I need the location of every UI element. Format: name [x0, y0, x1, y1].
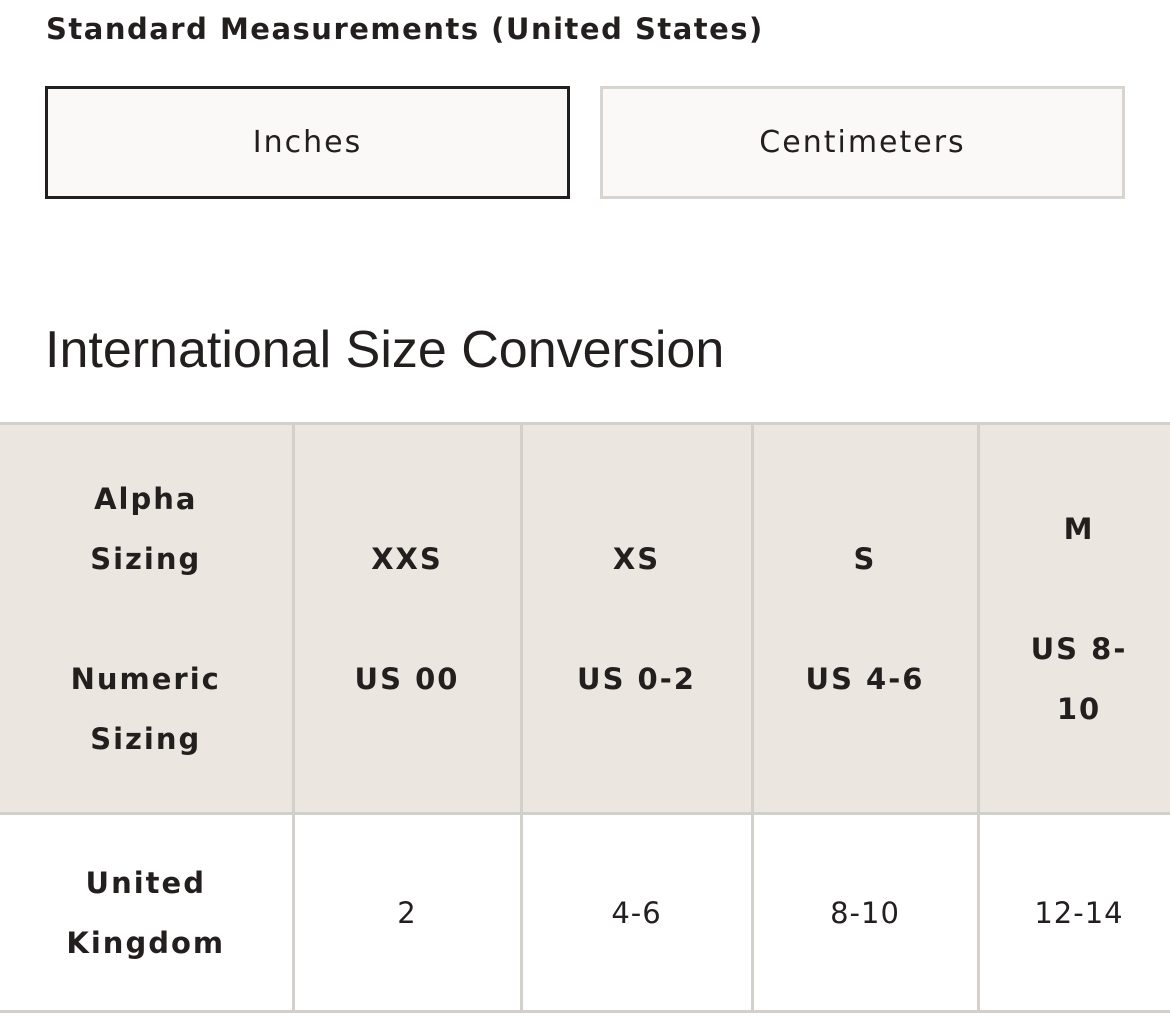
- numeric-size: US 0-2: [577, 661, 696, 696]
- numeric-sizing-label: Numeric Sizing: [70, 661, 221, 756]
- header-cell: M US 8-10: [976, 422, 1170, 815]
- header-cell: XXS US 00: [291, 422, 523, 815]
- header-cell: XS US 0-2: [519, 422, 754, 815]
- alpha-size: XS: [612, 541, 661, 576]
- inches-button[interactable]: Inches: [45, 86, 570, 199]
- size-conversion-table: Alpha Sizing Numeric Sizing XXS US 00 XS…: [0, 422, 1170, 1022]
- row-label-text: United Kingdom: [66, 865, 226, 960]
- numeric-size: US 4-6: [805, 661, 925, 696]
- conversion-heading: International Size Conversion: [45, 321, 725, 379]
- header-cell: S US 4-6: [750, 422, 980, 815]
- section-title: Standard Measurements (United States): [46, 12, 764, 46]
- alpha-size: S: [853, 541, 877, 576]
- numeric-size: US 00: [354, 661, 460, 696]
- centimeters-button[interactable]: Centimeters: [600, 86, 1125, 199]
- numeric-size: US 8-10: [1030, 631, 1128, 726]
- header-label-cell: Alpha Sizing Numeric Sizing: [0, 422, 295, 815]
- table-cell: 2: [291, 812, 523, 1013]
- table-cell: 12-14: [976, 812, 1170, 1013]
- row-label: United Kingdom: [0, 812, 295, 1013]
- table-row: United Kingdom 2 4-6 8-10 12-14: [0, 812, 1170, 1013]
- alpha-size: M: [1063, 511, 1095, 546]
- table-header-row: Alpha Sizing Numeric Sizing XXS US 00 XS…: [0, 422, 1170, 815]
- alpha-size: XXS: [371, 541, 443, 576]
- table-cell: 4-6: [519, 812, 754, 1013]
- table-cell: 8-10: [750, 812, 980, 1013]
- alpha-sizing-label: Alpha Sizing: [90, 481, 202, 576]
